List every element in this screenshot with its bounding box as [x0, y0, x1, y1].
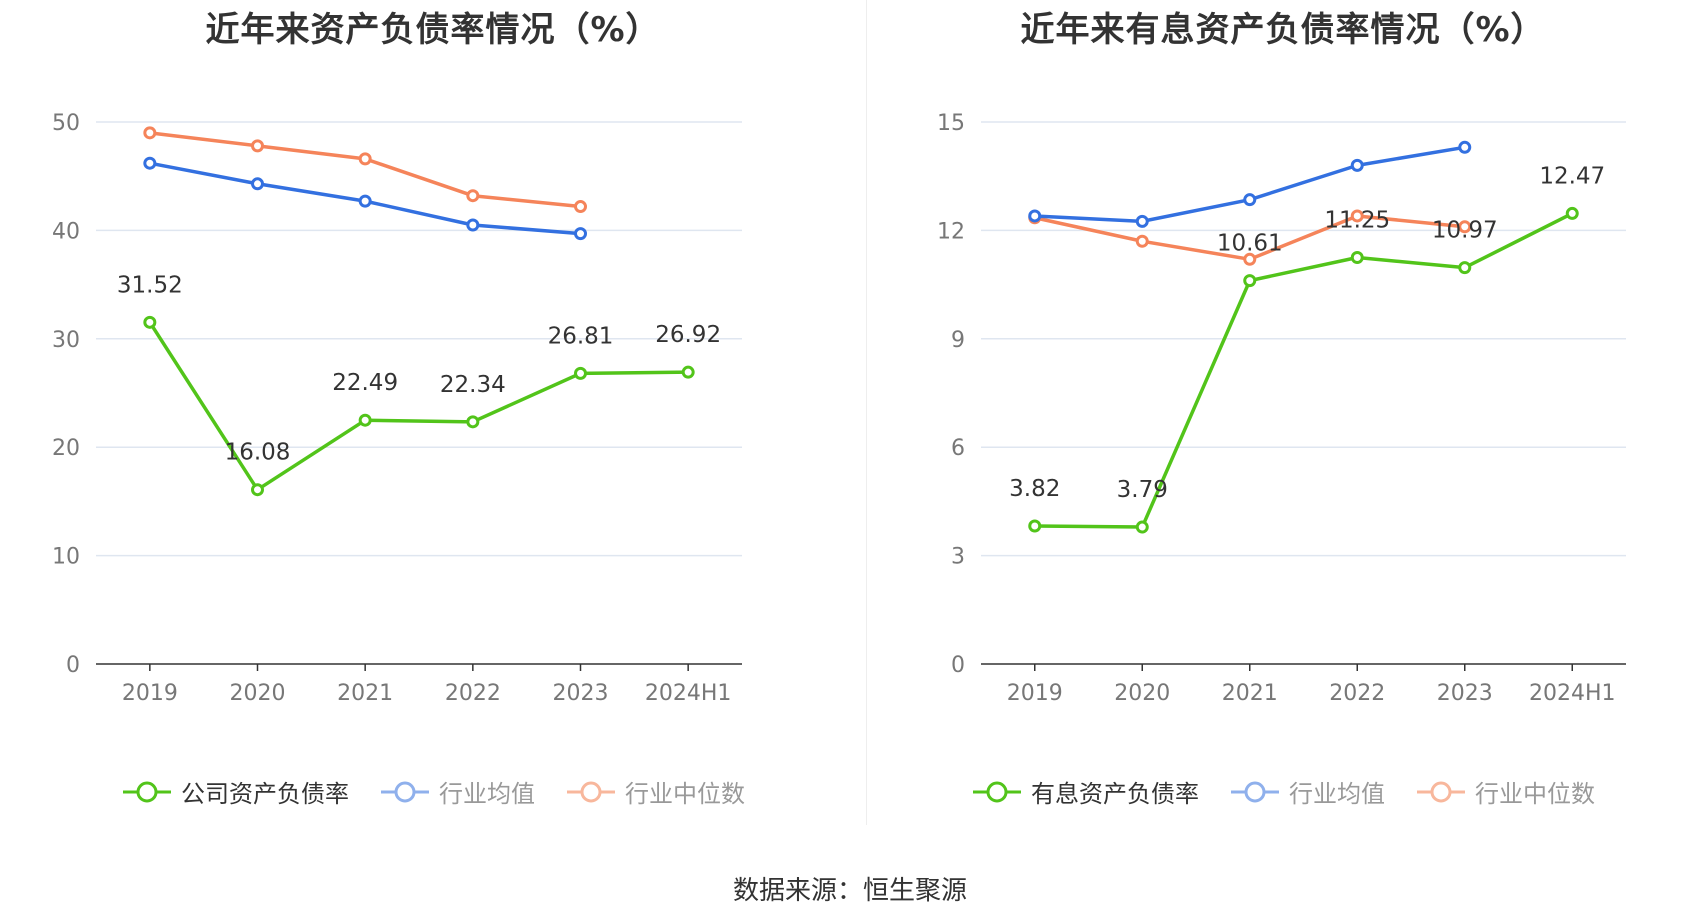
data-point-average [1243, 193, 1257, 207]
right-chart-panel: 近年来有息资产负债率情况（%） 0 3 6 9 12 15 2019 2020 2021 2022… [866, 0, 1700, 830]
data-point-average [1135, 214, 1149, 228]
legend-average-marker-2 [1231, 781, 1279, 802]
data-label: 10.61 [1217, 231, 1283, 257]
data-point-median [1243, 252, 1257, 266]
data-point-company [1243, 274, 1257, 288]
legend-industry-median-2[interactable]: 行业中位数 [1415, 774, 1595, 809]
data-point-median [574, 200, 587, 214]
series-line-company [148, 321, 689, 492]
data-label: 16.08 [225, 440, 291, 466]
data-label: 11.25 [1324, 208, 1390, 234]
x-tick-label: 2019 [122, 681, 178, 706]
data-point-company [1028, 519, 1042, 533]
data-point-company [574, 366, 587, 380]
left-chart-legend: 公司资产负债率 行业均值 行业中位数 [0, 774, 866, 809]
data-label: 26.81 [548, 323, 614, 349]
data-point-median [466, 189, 480, 203]
y-tick-label: 9 [951, 328, 965, 353]
data-label: 22.49 [332, 370, 398, 396]
data-point-company [681, 365, 695, 379]
legend-average-label-2: 行业均值 [1289, 780, 1385, 808]
left-chart-panel: 近年来资产负债率情况（%） 0 10 20 30 40 50 2019 2020 2021 202… [0, 0, 866, 830]
x-tick-label: 2021 [1222, 681, 1278, 706]
legend-median-marker [567, 781, 615, 802]
data-point-company [1350, 251, 1364, 264]
y-tick-label: 0 [66, 653, 80, 678]
data-point-average [466, 218, 480, 232]
data-point-company [358, 413, 372, 427]
y-tick-label: 40 [52, 219, 80, 244]
right-chart-plot: 0 3 6 9 12 15 2019 2020 2021 2022 2023 2024H1 3.82 3.… [937, 111, 1626, 706]
data-point-company [143, 315, 157, 329]
x-tick-label: 2023 [553, 681, 609, 706]
data-point-average [251, 177, 264, 191]
legend-median-marker-2 [1417, 781, 1465, 802]
data-point-company [466, 415, 480, 429]
data-point-average [574, 227, 587, 241]
data-point-average [1028, 209, 1042, 223]
data-label: 3.82 [1009, 476, 1060, 502]
y-tick-label: 6 [951, 436, 965, 461]
data-point-company [1135, 520, 1149, 534]
y-tick-label: 50 [52, 111, 80, 136]
data-label: 10.97 [1432, 218, 1498, 244]
x-tick-label: 2024H1 [1529, 681, 1616, 706]
legend-median-label: 行业中位数 [625, 780, 745, 808]
data-point-median [358, 152, 372, 166]
y-tick-label: 3 [951, 545, 965, 570]
y-tick-label: 0 [951, 653, 965, 678]
data-point-median [1350, 209, 1364, 223]
x-tick-label: 2022 [445, 681, 501, 706]
x-tick-label: 2019 [1007, 681, 1063, 706]
data-point-median [1458, 220, 1472, 234]
y-tick-label: 20 [52, 436, 80, 461]
legend-average-label: 行业均值 [439, 780, 535, 808]
legend-median-label-2: 行业中位数 [1475, 780, 1595, 808]
x-tick-label: 2024H1 [645, 681, 732, 706]
data-point-average [358, 194, 372, 208]
legend-company-label: 公司资产负债率 [181, 780, 349, 808]
x-tick-label: 2021 [337, 681, 393, 706]
legend-industry-median[interactable]: 行业中位数 [565, 774, 745, 809]
series-line-average [1034, 145, 1466, 224]
data-label: 3.79 [1117, 477, 1168, 503]
data-label: 31.52 [117, 272, 183, 298]
data-point-company [1565, 206, 1579, 220]
legend-interest-label: 有息资产负债率 [1031, 780, 1199, 808]
data-label: 22.34 [440, 372, 506, 398]
legend-average-marker [381, 781, 429, 802]
data-label: 26.92 [655, 322, 721, 348]
data-label: 12.47 [1539, 163, 1605, 189]
data-source-note: 数据来源：恒生聚源 [732, 876, 967, 906]
legend-industry-average[interactable]: 行业均值 [379, 774, 535, 809]
y-tick-label: 30 [52, 328, 80, 353]
data-point-company [251, 483, 264, 497]
left-chart-title: 近年来资产负债率情况（%） [205, 10, 661, 50]
data-point-company [1458, 261, 1472, 275]
panel-divider [866, 0, 867, 825]
data-point-median [1135, 234, 1149, 248]
data-point-average [143, 156, 157, 170]
data-point-average [1458, 140, 1472, 154]
data-point-average [1350, 158, 1364, 172]
y-tick-label: 12 [937, 219, 965, 244]
series-line-company [1034, 211, 1574, 529]
x-tick-label: 2020 [1114, 681, 1170, 706]
legend-company-debt-ratio[interactable]: 公司资产负债率 [121, 774, 349, 809]
x-tick-label: 2023 [1437, 681, 1493, 706]
legend-interest-marker [973, 781, 1021, 802]
legend-company-marker [123, 781, 171, 802]
left-chart-plot: 0 10 20 30 40 50 2019 2020 2021 2022 2023 2024H1 31.… [52, 111, 742, 706]
right-chart-title: 近年来有息资产负债率情况（%） [1020, 10, 1546, 50]
y-tick-label: 10 [52, 545, 80, 570]
legend-interest-debt-ratio[interactable]: 有息资产负债率 [971, 774, 1199, 809]
data-point-median [143, 126, 157, 140]
x-tick-label: 2022 [1329, 681, 1385, 706]
x-tick-label: 2020 [230, 681, 286, 706]
right-chart-legend: 有息资产负债率 行业均值 行业中位数 [866, 774, 1700, 809]
y-tick-label: 15 [937, 111, 965, 136]
legend-industry-average-2[interactable]: 行业均值 [1229, 774, 1385, 809]
data-point-median [251, 139, 264, 153]
